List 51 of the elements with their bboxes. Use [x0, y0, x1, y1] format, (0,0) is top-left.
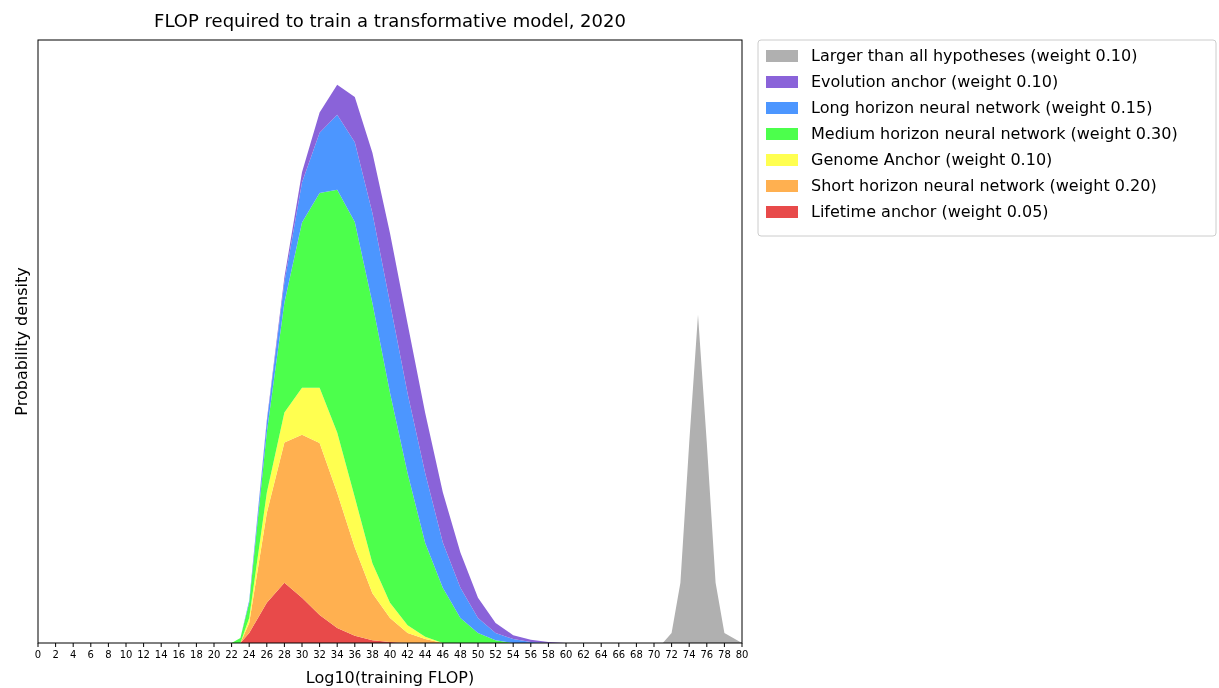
- x-tick-label: 48: [454, 649, 467, 660]
- x-tick-label: 70: [647, 649, 661, 660]
- x-tick-label: 50: [471, 649, 485, 660]
- legend-label: Lifetime anchor (weight 0.05): [811, 202, 1049, 221]
- x-tick-label: 68: [630, 649, 643, 660]
- x-tick-label: 18: [190, 649, 203, 660]
- x-tick-label: 60: [559, 649, 573, 660]
- x-tick-label: 2: [52, 649, 59, 660]
- x-tick-label: 28: [278, 649, 291, 660]
- legend-label: Genome Anchor (weight 0.10): [811, 150, 1053, 169]
- x-tick-label: 6: [87, 649, 94, 660]
- x-axis-title: Log10(training FLOP): [305, 668, 475, 687]
- x-tick-label: 14: [154, 649, 168, 660]
- x-tick-label: 38: [366, 649, 379, 660]
- legend-label: Long horizon neural network (weight 0.15): [811, 98, 1153, 117]
- x-tick-label: 78: [718, 649, 731, 660]
- x-tick-label: 34: [330, 649, 344, 660]
- x-tick-label: 56: [524, 649, 538, 660]
- x-tick-label: 58: [542, 649, 555, 660]
- x-tick-label: 66: [612, 649, 626, 660]
- chart-title: FLOP required to train a transformative model, 2020: [154, 10, 626, 31]
- x-tick-label: 32: [313, 649, 326, 660]
- x-tick-label: 36: [348, 649, 362, 660]
- x-tick-label: 30: [295, 649, 309, 660]
- x-tick-label: 52: [489, 649, 502, 660]
- x-tick-label: 54: [506, 649, 520, 660]
- legend-label: Evolution anchor (weight 0.10): [811, 72, 1059, 91]
- x-tick-label: 10: [119, 649, 133, 660]
- legend-label: Larger than all hypotheses (weight 0.10): [811, 46, 1138, 65]
- x-tick-label: 46: [436, 649, 450, 660]
- x-tick-label: 40: [383, 649, 397, 660]
- x-tick-label: 0: [34, 649, 42, 660]
- x-tick-label: 26: [260, 649, 274, 660]
- x-tick-label: 44: [418, 649, 432, 660]
- x-tick-label: 20: [207, 649, 221, 660]
- legend-label: Medium horizon neural network (weight 0.30): [811, 124, 1178, 143]
- x-tick-label: 76: [700, 649, 714, 660]
- x-tick-label: 24: [242, 649, 256, 660]
- y-axis-title: Probability density: [12, 267, 31, 416]
- x-tick-label: 64: [594, 649, 608, 660]
- x-tick-label: 42: [401, 649, 414, 660]
- x-tick-label: 12: [137, 649, 150, 660]
- x-tick-label: 8: [105, 649, 112, 660]
- x-tick-label: 74: [682, 649, 696, 660]
- x-tick-label: 62: [577, 649, 590, 660]
- x-tick-label: 16: [172, 649, 186, 660]
- x-tick-label: 72: [665, 649, 678, 660]
- x-tick-label: 4: [70, 649, 77, 660]
- x-tick-label: 22: [225, 649, 238, 660]
- x-tick-label: 80: [735, 649, 749, 660]
- legend-label: Short horizon neural network (weight 0.20): [811, 176, 1157, 195]
